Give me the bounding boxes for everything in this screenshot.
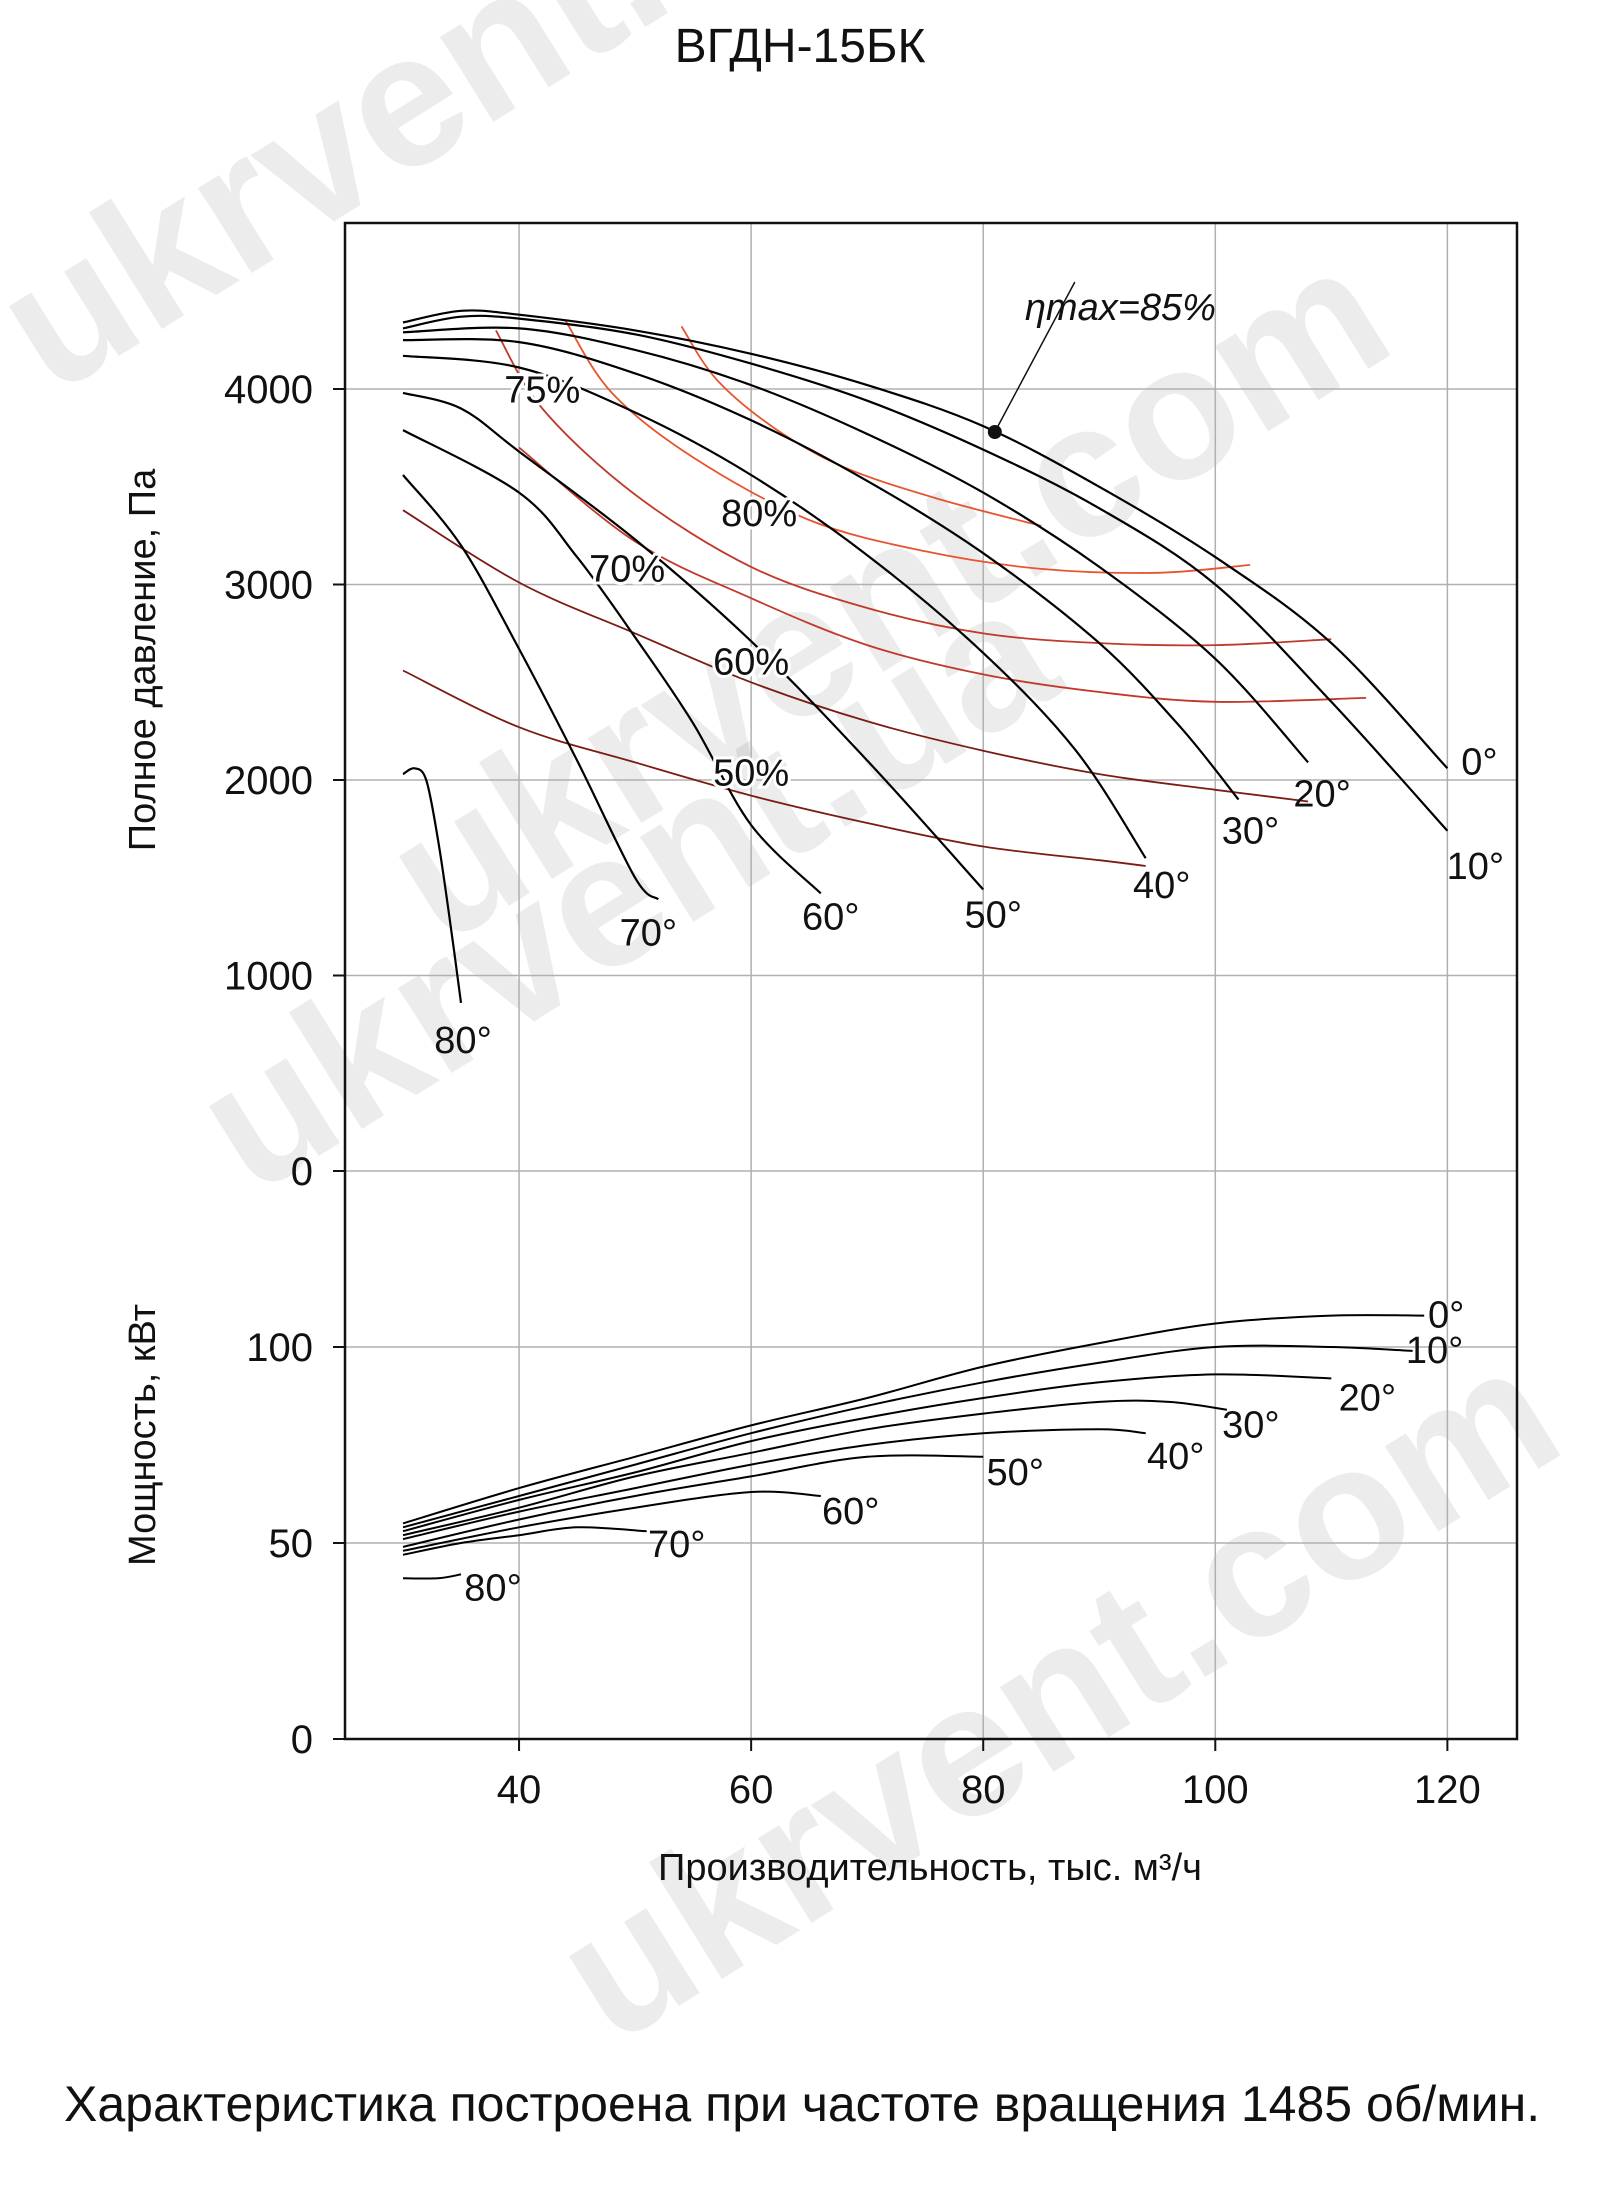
pressure-curve (402, 474, 660, 901)
pressure-curve (402, 309, 1449, 770)
power-curve (402, 1573, 462, 1580)
power-curve-label: 30° (1222, 1405, 1279, 1447)
power-curve (402, 1526, 647, 1556)
curve-labels: 50%60%70%75%80%0°10°20°30°40°50°60°70°80… (434, 281, 1504, 1609)
power-curve-label: 70° (648, 1524, 705, 1566)
efficiency-curve (518, 446, 1367, 703)
y-tick-label-power: 100 (246, 1326, 313, 1370)
power-curve (402, 1373, 1332, 1533)
power-curve-label: 40° (1147, 1436, 1204, 1478)
efficiency-curve (402, 669, 1146, 867)
power-curve-label: 60° (822, 1491, 879, 1533)
power-curve-label: 0° (1428, 1295, 1464, 1337)
grid: 40 60 80 100 120 0 1000 2000 3000 4000 0 50 100 (224, 223, 1517, 1812)
y-tick-label-pressure: 0 (291, 1150, 313, 1194)
pressure-curve-label: 80° (434, 1020, 491, 1062)
power-curve-label: 80° (464, 1567, 521, 1609)
power-curve (402, 1314, 1425, 1525)
chart-title: ВГДН-15БК (675, 20, 926, 73)
pressure-curve (402, 391, 985, 891)
pressure-curve (402, 429, 822, 895)
y-axis-label-power: Мощность, кВт (122, 1304, 164, 1566)
pressure-curve-label: 60° (802, 896, 859, 938)
x-tick-label: 40 (497, 1768, 542, 1812)
power-curve-label: 50° (986, 1452, 1043, 1494)
efficiency-curve (564, 320, 1251, 574)
pressure-curve (402, 314, 1449, 832)
y-tick-label-pressure: 1000 (224, 955, 313, 999)
pressure-curve-label: 70° (620, 912, 677, 954)
efficiency-label: 75% (504, 370, 580, 412)
y-axis-label-pressure: Полное давление, Па (122, 468, 164, 851)
pressure-curve (402, 337, 1240, 801)
efficiency-label: 80% (721, 493, 797, 535)
pressure-curve-label: 30° (1222, 811, 1279, 853)
x-tick-label: 60 (729, 1768, 774, 1812)
y-tick-label-pressure: 4000 (224, 368, 313, 412)
y-tick-label-pressure: 3000 (224, 564, 313, 608)
pressure-curve-label: 0° (1461, 741, 1497, 783)
performance-curves (402, 309, 1449, 1580)
power-curve (402, 1344, 1413, 1529)
x-tick-label: 100 (1182, 1768, 1249, 1812)
efficiency-label: 50% (713, 753, 789, 795)
power-curve (402, 1428, 1146, 1541)
power-curve-label: 10° (1406, 1330, 1463, 1372)
power-curve (402, 1454, 984, 1548)
plot-frame (343, 221, 1519, 1741)
y-tick-label-pressure: 2000 (224, 759, 313, 803)
power-curve-label: 20° (1339, 1377, 1396, 1419)
pressure-curve-label: 40° (1133, 865, 1190, 907)
pressure-curve (402, 767, 463, 1004)
power-curve (402, 1399, 1228, 1537)
pressure-curve (402, 354, 1147, 859)
x-tick-label: 80 (961, 1768, 1006, 1812)
efficiency-curve (402, 509, 1309, 803)
annotation-leader-line (994, 281, 1076, 433)
x-axis-label: Производительность, тыс. м³/ч (658, 1847, 1202, 1889)
efficiency-curve (495, 329, 1332, 647)
pressure-curve-label: 20° (1293, 773, 1350, 815)
max-efficiency-label: ηmax=85% (1025, 287, 1216, 329)
power-curve (402, 1490, 821, 1552)
pressure-curve-label: 50° (964, 894, 1021, 936)
pressure-curve (402, 326, 1309, 764)
efficiency-label: 60% (713, 641, 789, 683)
y-tick-label-power: 50 (269, 1522, 314, 1566)
pressure-curve-label: 10° (1447, 846, 1504, 888)
y-tick-label-power: 0 (291, 1718, 313, 1762)
efficiency-label: 70% (589, 548, 665, 590)
caption-text: Характеристика построена при частоте вра… (64, 2076, 1541, 2132)
x-tick-label: 120 (1414, 1768, 1481, 1812)
